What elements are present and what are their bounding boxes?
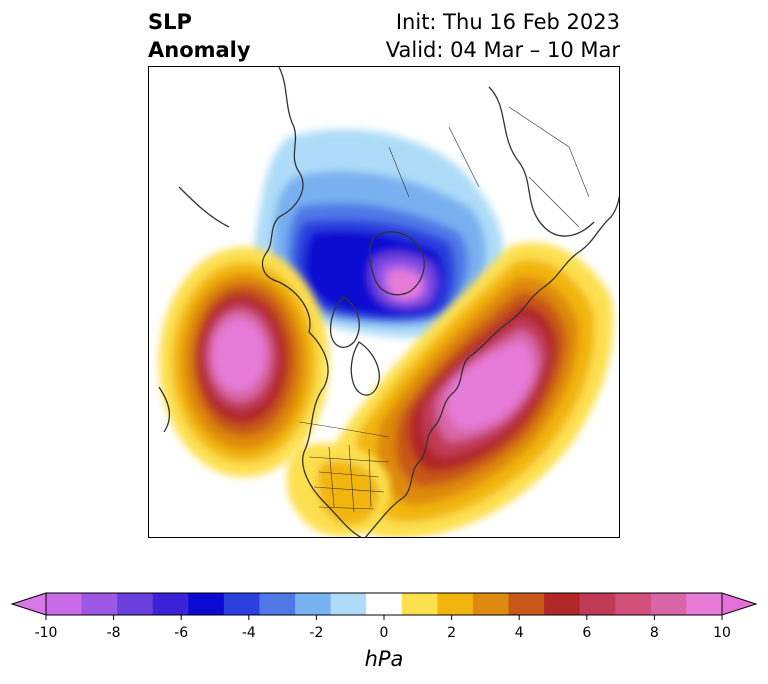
title-line-2: Anomaly — [148, 38, 251, 62]
colorbar-tick-label: -8 — [106, 625, 121, 641]
colorbar-bin — [259, 593, 296, 615]
colorbar-bin — [188, 593, 225, 615]
title-line-1: SLP — [148, 10, 192, 34]
colorbar-min-extension — [10, 592, 47, 616]
colorbar-bin — [117, 593, 154, 615]
colorbar-tick-label: -10 — [34, 625, 58, 641]
colorbar-tick-label: 0 — [379, 625, 389, 641]
colorbar-bin — [401, 593, 438, 615]
colorbar-tick-label: 2 — [447, 625, 457, 641]
colorbar-bin — [508, 593, 545, 615]
colorbar-unit-label: hPa — [364, 647, 404, 671]
colorbar-bin — [650, 593, 687, 615]
positive-anomaly-southern-us — [287, 443, 390, 537]
colorbar-bins — [46, 593, 723, 615]
colorbar-bin — [295, 593, 332, 615]
colorbar-bin — [437, 593, 474, 615]
colorbar-tick-label: -2 — [309, 625, 324, 641]
country-borders — [298, 106, 590, 513]
forecast-dates: Init: Thu 16 Feb 2023 Valid: 04 Mar – 10… — [386, 8, 620, 64]
positive-anomaly-pacific — [159, 247, 329, 477]
colorbar-tick-label: -6 — [174, 625, 189, 641]
colorbar-bin — [152, 593, 189, 615]
colorbar-bin — [223, 593, 260, 615]
map-title: SLP Anomaly — [148, 8, 251, 64]
colorbar-tick-label: 4 — [514, 625, 524, 641]
slp-anomaly-map — [148, 66, 620, 538]
colorbar-tick-label: 8 — [649, 625, 659, 641]
colorbar-tick-label: 10 — [713, 625, 731, 641]
valid-range: Valid: 04 Mar – 10 Mar — [385, 38, 620, 62]
colorbar-bin — [330, 593, 367, 615]
colorbar — [10, 592, 758, 620]
colorbar-bin — [579, 593, 616, 615]
colorbar-bin — [81, 593, 118, 615]
colorbar-bin — [366, 593, 403, 615]
colorbar-tick-label: -4 — [241, 625, 256, 641]
coastlines — [158, 67, 619, 537]
colorbar-bin — [615, 593, 652, 615]
colorbar-max-extension — [721, 592, 758, 616]
colorbar-ticks — [45, 615, 723, 620]
colorbar-bin — [472, 593, 510, 615]
colorbar-tick-label: 6 — [582, 625, 592, 641]
colorbar-bin — [46, 593, 83, 615]
positive-anomaly-atlantic — [332, 242, 614, 537]
colorbar-bin — [544, 593, 581, 615]
init-date: Init: Thu 16 Feb 2023 — [395, 10, 620, 34]
map-svg — [149, 67, 619, 537]
colorbar-bin — [686, 593, 723, 615]
